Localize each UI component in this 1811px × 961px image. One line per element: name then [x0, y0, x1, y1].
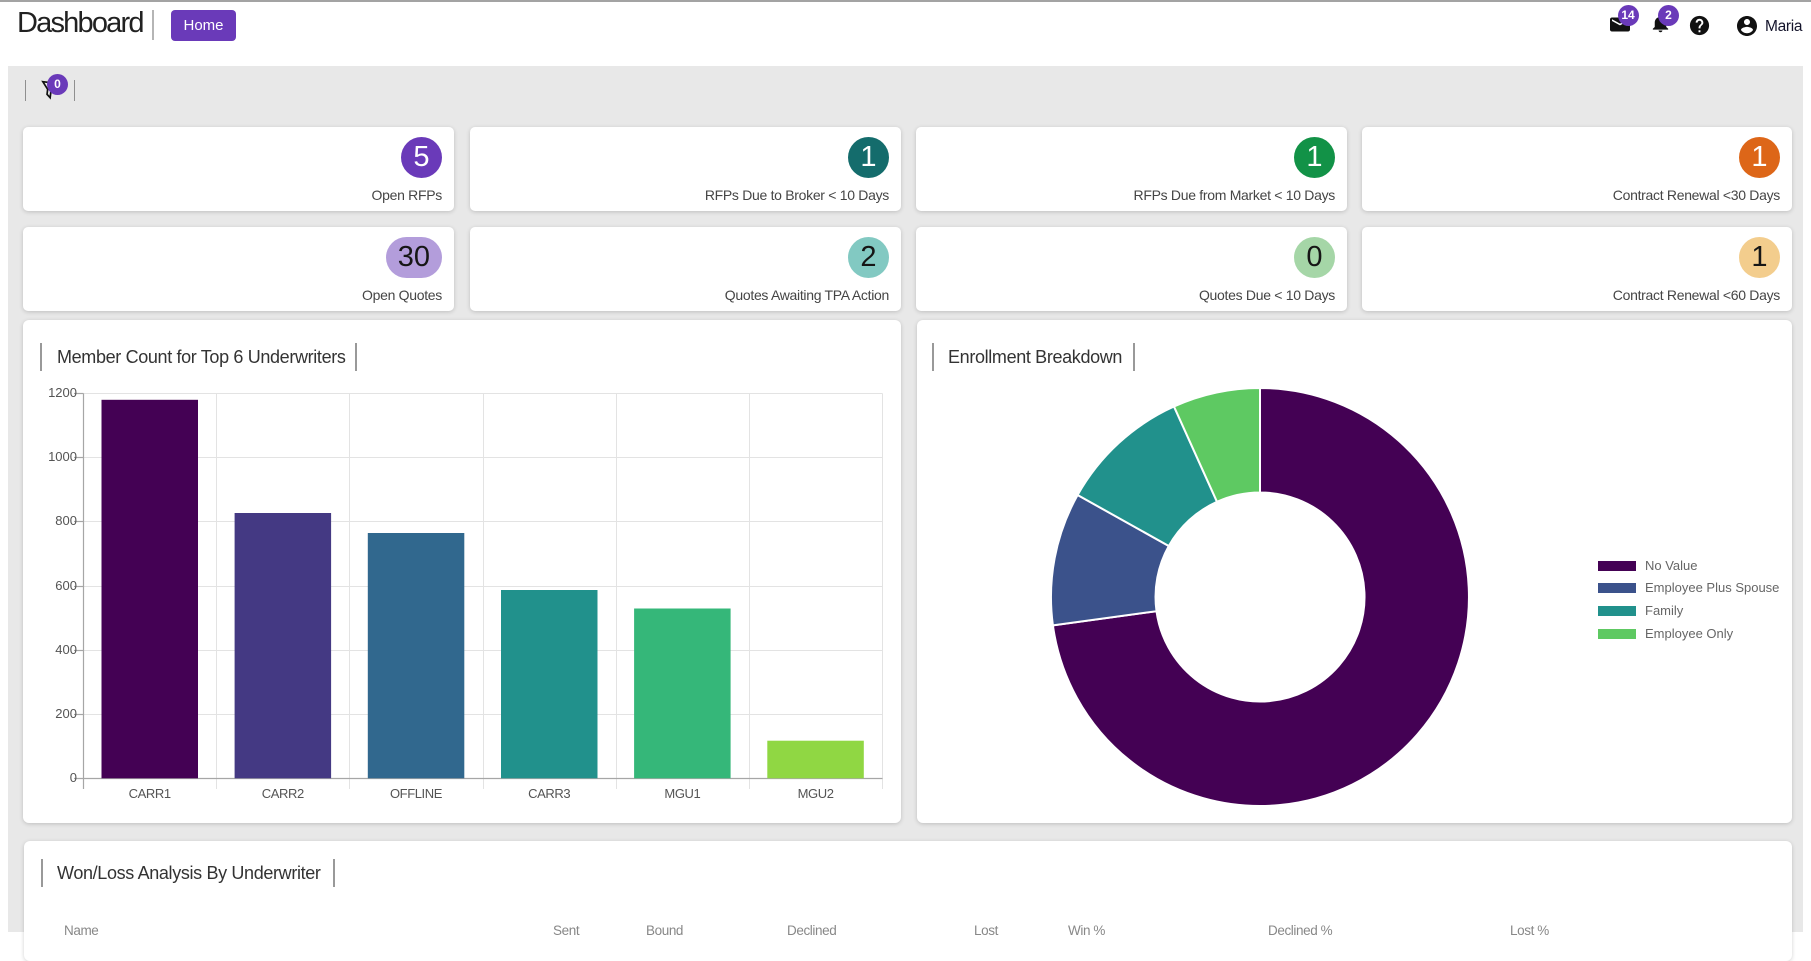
svg-text:600: 600	[55, 578, 77, 593]
svg-text:1000: 1000	[48, 449, 77, 464]
svg-text:MGU1: MGU1	[664, 786, 700, 801]
svg-text:400: 400	[55, 642, 77, 657]
svg-text:CARR3: CARR3	[528, 786, 570, 801]
svg-text:0: 0	[70, 770, 77, 785]
svg-text:800: 800	[55, 513, 77, 528]
svg-text:CARR1: CARR1	[129, 786, 171, 801]
svg-text:OFFLINE: OFFLINE	[390, 786, 443, 801]
svg-text:CARR2: CARR2	[262, 786, 304, 801]
svg-text:1200: 1200	[48, 385, 77, 400]
svg-text:MGU2: MGU2	[798, 786, 834, 801]
svg-text:200: 200	[55, 706, 77, 721]
